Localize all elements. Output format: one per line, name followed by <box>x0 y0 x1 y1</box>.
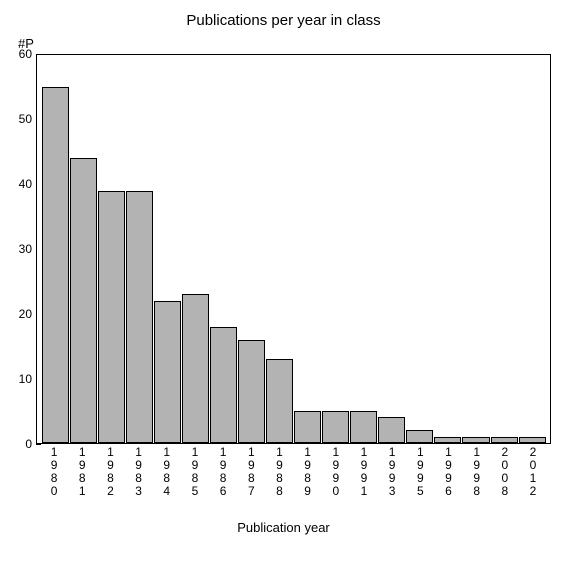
x-tick: 1982 <box>96 446 124 500</box>
x-tick: 1998 <box>463 446 491 500</box>
x-tick-label: 1989 <box>304 446 311 498</box>
x-tick-label: 2008 <box>501 446 508 498</box>
x-tick-label: 1998 <box>473 446 480 498</box>
x-tick: 1991 <box>350 446 378 500</box>
x-tick-label: 1985 <box>192 446 199 498</box>
x-tick-label: 1995 <box>417 446 424 498</box>
x-tick: 2012 <box>519 446 547 500</box>
x-tick-label: 1993 <box>389 446 396 498</box>
x-tick-label: 1980 <box>51 446 58 498</box>
y-axis-ticks: 0102030405060 <box>0 54 36 444</box>
x-tick-label: 1988 <box>276 446 283 498</box>
x-axis-ticks: 1980 1981 1982 1983 1984 1985 1986 1987 1988 1989… <box>40 446 547 500</box>
y-tick-label: 50 <box>19 112 32 126</box>
x-tick: 1983 <box>125 446 153 500</box>
x-tick: 2008 <box>491 446 519 500</box>
x-tick-label: 1983 <box>135 446 142 498</box>
y-tick-label: 30 <box>19 242 32 256</box>
bar <box>98 191 125 443</box>
bar <box>42 87 69 443</box>
plot-area <box>36 54 551 444</box>
x-tick: 1995 <box>406 446 434 500</box>
bar <box>462 437 489 443</box>
bar <box>210 327 237 443</box>
x-tick: 1996 <box>434 446 462 500</box>
x-tick-label: 1981 <box>79 446 86 498</box>
x-tick: 1987 <box>237 446 265 500</box>
bar <box>238 340 265 443</box>
bar <box>491 437 518 443</box>
x-tick: 1988 <box>265 446 293 500</box>
bar <box>126 191 153 443</box>
x-tick-label: 1991 <box>361 446 368 498</box>
y-tick-mark <box>36 444 41 445</box>
x-tick-label: 1986 <box>220 446 227 498</box>
bar <box>70 158 97 443</box>
x-tick: 1980 <box>40 446 68 500</box>
bar <box>350 411 377 443</box>
x-tick: 1985 <box>181 446 209 500</box>
bar <box>154 301 181 443</box>
bar <box>182 294 209 443</box>
publications-chart: Publications per year in class #P 010203… <box>0 0 567 567</box>
chart-title: Publications per year in class <box>0 12 567 29</box>
x-tick-label: 1984 <box>163 446 170 498</box>
x-tick-label: 1982 <box>107 446 114 498</box>
x-tick-label: 1996 <box>445 446 452 498</box>
x-tick-label: 1990 <box>332 446 339 498</box>
bar <box>519 437 546 443</box>
bar <box>294 411 321 443</box>
bar <box>266 359 293 443</box>
bar <box>406 430 433 443</box>
x-axis-label: Publication year <box>0 520 567 535</box>
y-tick-label: 20 <box>19 307 32 321</box>
x-tick: 1990 <box>322 446 350 500</box>
bars-container <box>41 55 546 443</box>
x-tick: 1989 <box>294 446 322 500</box>
y-tick-label: 40 <box>19 177 32 191</box>
bar <box>378 417 405 443</box>
x-tick: 1984 <box>153 446 181 500</box>
bar <box>322 411 349 443</box>
y-tick-label: 0 <box>25 437 32 451</box>
x-tick: 1981 <box>68 446 96 500</box>
x-tick: 1993 <box>378 446 406 500</box>
y-tick-label: 10 <box>19 372 32 386</box>
x-tick-label: 1987 <box>248 446 255 498</box>
bar <box>434 437 461 443</box>
y-tick-label: 60 <box>19 47 32 61</box>
x-tick-label: 2012 <box>530 446 537 498</box>
x-tick: 1986 <box>209 446 237 500</box>
